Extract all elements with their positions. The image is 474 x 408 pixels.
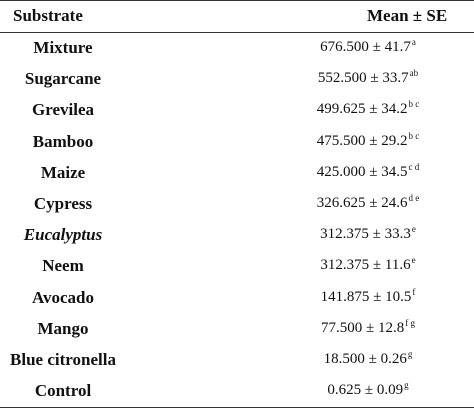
header-mean-se: Mean ± SE [367, 6, 448, 25]
table-row: Control 0.625 ± 0.09g [0, 376, 474, 407]
mean-se-value: 18.500 ± 0.26 [323, 350, 407, 367]
substrate-cell: Control [34, 381, 92, 401]
substrate-cell: Mixture [33, 38, 93, 57]
mean-se-cell: 77.500 ± 12.8f g [268, 317, 468, 337]
significance-letters: a [411, 37, 416, 47]
mean-se-value: 312.375 ± 11.6 [320, 257, 411, 274]
significance-letters: g [404, 380, 409, 391]
mean-se-cell: 326.625 ± 24.6d e [268, 192, 468, 212]
mean-se-value: 499.625 ± 34.2 [316, 101, 408, 118]
mean-se-value: 77.500 ± 12.8 [321, 319, 405, 336]
header-substrate: Substrate [13, 6, 83, 25]
significance-letters: g [407, 348, 413, 359]
table-row: Cypress 326.625 ± 24.6d e [0, 189, 474, 220]
mean-se-cell: 312.375 ± 11.6e [268, 255, 468, 274]
table-row: Maize 425.000 ± 34.5c d [0, 158, 474, 189]
substrate-cell: Blue citronella [10, 349, 116, 369]
substrate-cell: Sugarcane [24, 69, 102, 89]
mean-se-value: 0.625 ± 0.09 [327, 382, 404, 399]
significance-letters: c d [408, 161, 420, 172]
table-row: Blue citronella 18.500 ± 0.26g [0, 345, 474, 376]
table-row: Neem 312.375 ± 11.6e [0, 251, 474, 282]
table-row: Mixture 676.500 ± 41.7a [0, 33, 474, 64]
mean-se-cell: 676.500 ± 41.7a [268, 37, 468, 56]
substrate-cell: Mango [37, 318, 89, 338]
significance-letters: e [411, 224, 416, 235]
substrate-cell: Bamboo [32, 131, 94, 151]
significance-letters: ab [409, 68, 419, 79]
mean-se-value: 141.875 ± 10.5 [320, 288, 412, 305]
mean-se-value: 676.500 ± 41.7 [320, 39, 411, 55]
substrate-cell: Grevilea [32, 100, 94, 120]
significance-letters: e [411, 255, 416, 266]
significance-letters: b c [408, 99, 420, 110]
mean-se-cell: 475.500 ± 29.2b c [268, 130, 468, 150]
table-row: Grevilea 499.625 ± 34.2b c [0, 95, 474, 126]
mean-se-cell: 141.875 ± 10.5f [268, 286, 468, 306]
significance-letters: d e [408, 192, 420, 203]
table-row: Avocado 141.875 ± 10.5f [0, 283, 474, 314]
mean-se-cell: 0.625 ± 0.09g [268, 380, 468, 399]
substrate-cell: Neem [42, 256, 84, 276]
substrate-cell: Avocado [31, 287, 94, 307]
table-row: Mango 77.500 ± 12.8f g [0, 314, 474, 345]
mean-se-value: 326.625 ± 24.6 [316, 194, 408, 211]
mean-se-value: 312.375 ± 33.3 [320, 226, 411, 243]
table-row: Sugarcane 552.500 ± 33.7ab [0, 64, 474, 95]
substrate-cell: Maize [40, 162, 86, 182]
table-row: Bamboo 475.500 ± 29.2b c [0, 127, 474, 158]
substrate-cell: Eucalyptus [23, 225, 103, 245]
mean-se-cell: 312.375 ± 33.3e [268, 224, 468, 243]
mean-se-value: 552.500 ± 33.7 [317, 70, 409, 87]
mean-se-cell: 499.625 ± 34.2b c [268, 99, 468, 118]
table-header: Substrate Mean ± SE [0, 0, 474, 32]
header-rule [0, 32, 474, 33]
substrate-cell: Cypress [33, 193, 93, 213]
mean-se-value: 475.500 ± 29.2 [316, 132, 408, 149]
top-rule [0, 0, 474, 1]
mean-se-cell: 18.500 ± 0.26g [268, 348, 468, 368]
significance-letters: f g [405, 317, 415, 328]
table-body: Mixture 676.500 ± 41.7a Sugarcane 552.50… [0, 33, 474, 407]
significance-letters: b c [408, 130, 420, 141]
significance-letters: f [412, 286, 416, 297]
table-row: Eucalyptus 312.375 ± 33.3e [0, 220, 474, 251]
mean-se-cell: 425.000 ± 34.5c d [268, 161, 468, 181]
mean-se-value: 425.000 ± 34.5 [316, 163, 408, 180]
mean-se-cell: 552.500 ± 33.7ab [268, 68, 468, 87]
